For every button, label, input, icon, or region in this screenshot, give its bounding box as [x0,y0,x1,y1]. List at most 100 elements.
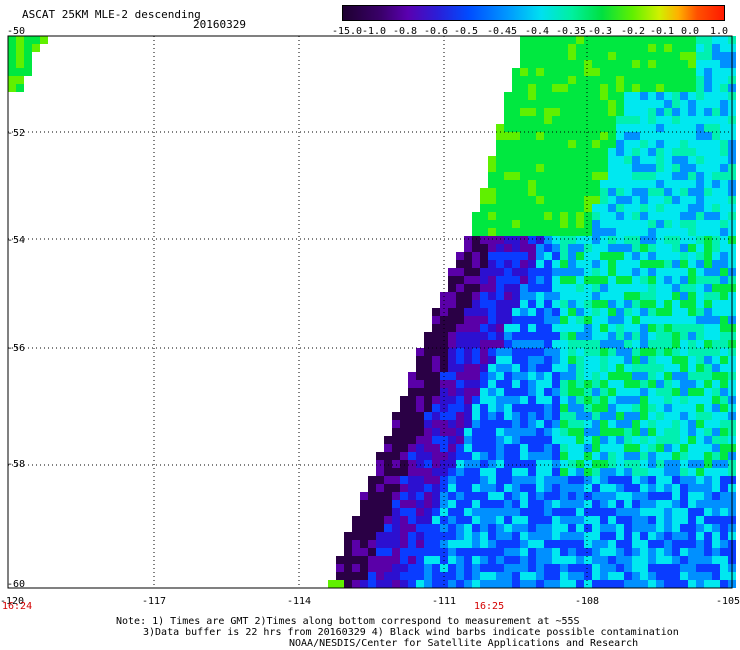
wind-cell [480,268,488,276]
wind-cell [720,484,728,492]
wind-cell [552,412,560,420]
wind-cell [656,444,664,452]
wind-cell [480,508,488,516]
wind-cell [696,212,704,220]
wind-cell [360,580,368,588]
wind-cell [608,252,616,260]
wind-cell [704,92,712,100]
wind-cell [472,228,480,236]
wind-cell [568,428,576,436]
wind-cell [464,532,472,540]
wind-cell [560,52,568,60]
wind-cell [576,556,584,564]
wind-cell [656,116,664,124]
wind-cell [720,508,728,516]
wind-cell [600,556,608,564]
wind-cell [416,452,424,460]
wind-cell [608,244,616,252]
wind-cell [688,268,696,276]
wind-cell [648,556,656,564]
wind-cell [416,516,424,524]
wind-cell [520,492,528,500]
wind-cell [624,212,632,220]
wind-cell [672,316,680,324]
wind-cell [672,548,680,556]
wind-cell [688,124,696,132]
wind-cell [704,244,712,252]
wind-cell [600,380,608,388]
wind-cell [616,436,624,444]
wind-cell [520,76,528,84]
wind-cell [520,412,528,420]
wind-cell [480,300,488,308]
wind-cell [680,156,688,164]
wind-cell [480,188,488,196]
wind-cell [608,348,616,356]
wind-cell [552,460,560,468]
wind-cell [544,180,552,188]
wind-cell [616,116,624,124]
wind-field [8,36,736,588]
wind-cell [624,244,632,252]
wind-cell [576,44,584,52]
wind-cell [648,396,656,404]
wind-cell [696,252,704,260]
wind-cell [632,428,640,436]
wind-cell [640,396,648,404]
wind-cell [512,84,520,92]
wind-cell [584,172,592,180]
wind-cell [488,548,496,556]
wind-cell [472,572,480,580]
wind-cell [496,500,504,508]
wind-cell [640,492,648,500]
wind-cell [560,436,568,444]
wind-cell [456,340,464,348]
wind-cell [504,444,512,452]
wind-cell [480,356,488,364]
wind-cell [672,396,680,404]
wind-cell [344,556,352,564]
wind-cell [592,164,600,172]
wind-cell [688,100,696,108]
wind-cell [640,524,648,532]
wind-cell [456,420,464,428]
wind-cell [664,468,672,476]
wind-cell [600,84,608,92]
wind-cell [424,580,432,588]
wind-cell [648,164,656,172]
wind-cell [360,564,368,572]
wind-cell [664,412,672,420]
wind-cell [688,572,696,580]
wind-cell [624,388,632,396]
wind-cell [680,124,688,132]
wind-cell [608,76,616,84]
wind-cell [576,492,584,500]
wind-cell [576,100,584,108]
wind-cell [696,348,704,356]
wind-cell [616,84,624,92]
wind-cell [592,500,600,508]
wind-cell [424,540,432,548]
wind-cell [560,156,568,164]
wind-cell [624,572,632,580]
wind-cell [512,124,520,132]
wind-cell [456,316,464,324]
wind-cell [592,300,600,308]
wind-cell [696,444,704,452]
wind-cell [552,292,560,300]
wind-cell [584,132,592,140]
wind-cell [456,348,464,356]
wind-cell [368,492,376,500]
wind-cell [576,188,584,196]
wind-cell [672,44,680,52]
wind-cell [544,508,552,516]
wind-cell [528,476,536,484]
wind-cell [632,148,640,156]
wind-cell [568,164,576,172]
wind-cell [528,548,536,556]
wind-cell [536,516,544,524]
wind-cell [536,468,544,476]
wind-cell [424,356,432,364]
wind-cell [432,428,440,436]
wind-cell [720,76,728,84]
